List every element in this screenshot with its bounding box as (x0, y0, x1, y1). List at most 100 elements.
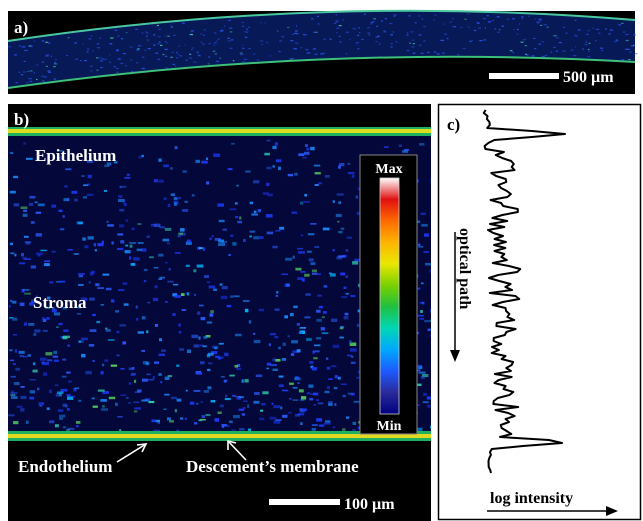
speckle (292, 387, 298, 389)
speckle (134, 407, 142, 410)
speckle (53, 66, 56, 68)
speckle (497, 31, 500, 33)
speckle (260, 409, 264, 412)
speckle (577, 29, 581, 31)
speckle (541, 41, 545, 43)
speckle (196, 403, 199, 405)
speckle (244, 379, 249, 383)
speckle (340, 227, 345, 230)
speckle (533, 37, 536, 40)
speckle (232, 394, 236, 397)
speckle (153, 429, 160, 433)
speckle (333, 23, 336, 25)
speckle (145, 361, 150, 366)
speckle (287, 173, 294, 177)
speckle (601, 49, 603, 51)
speckle (467, 26, 470, 28)
speckle (240, 54, 244, 56)
speckle (58, 209, 63, 212)
speckle (345, 249, 349, 252)
speckle (123, 303, 129, 306)
speckle (176, 398, 182, 402)
speckle (499, 29, 501, 31)
panel-a-speckles (8, 13, 638, 84)
speckle (126, 397, 129, 399)
speckle (133, 410, 138, 413)
speckle (337, 376, 341, 380)
speckle (242, 407, 246, 410)
speckle (44, 260, 51, 262)
speckle (170, 25, 172, 27)
speckle (266, 367, 269, 370)
speckle (266, 139, 271, 142)
speckle (118, 199, 125, 202)
speckle (336, 32, 338, 34)
speckle (311, 269, 317, 273)
speckle (201, 160, 208, 164)
speckle (20, 206, 28, 209)
speckle (301, 396, 307, 400)
speckle (33, 72, 35, 74)
speckle (392, 31, 394, 33)
speckle (331, 318, 338, 322)
speckle (101, 58, 105, 60)
speckle (31, 299, 36, 304)
speckle (294, 172, 298, 176)
speckle (222, 228, 227, 231)
speckle (339, 327, 344, 330)
speckle (375, 36, 379, 38)
speckle (71, 395, 76, 398)
speckle (99, 60, 103, 62)
speckle (292, 33, 294, 35)
speckle (29, 302, 35, 306)
speckle (269, 55, 271, 57)
speckle (467, 13, 470, 15)
speckle (199, 418, 206, 421)
speckle (110, 37, 114, 39)
speckle (330, 273, 336, 277)
speckle (94, 249, 97, 252)
speckle (79, 340, 82, 343)
speckle (221, 424, 228, 427)
speckle (142, 56, 145, 58)
speckle (75, 421, 81, 424)
speckle (421, 374, 429, 378)
speckle (135, 305, 138, 309)
speckle (258, 308, 264, 312)
speckle (210, 400, 216, 403)
speckle (270, 364, 277, 367)
speckle (62, 215, 65, 218)
speckle (137, 389, 142, 393)
speckle (297, 413, 305, 416)
speckle (377, 35, 380, 37)
speckle (60, 335, 65, 339)
speckle (588, 42, 591, 44)
speckle (76, 313, 82, 315)
speckle (252, 53, 256, 55)
speckle (384, 18, 387, 20)
speckle (179, 348, 185, 351)
speckle (55, 393, 59, 397)
speckle (141, 349, 145, 352)
speckle (14, 349, 18, 353)
speckle (273, 405, 281, 409)
speckle (237, 364, 241, 367)
speckle (96, 57, 99, 59)
speckle (411, 46, 415, 48)
speckle (212, 345, 219, 349)
speckle (434, 14, 437, 16)
speckle (599, 47, 604, 49)
speckle (326, 386, 330, 389)
speckle (80, 60, 82, 62)
speckle (213, 153, 221, 157)
speckle (598, 32, 601, 34)
speckle (137, 48, 140, 50)
speckle (313, 164, 321, 167)
speckle (25, 157, 33, 160)
speckle (367, 32, 371, 34)
speckle (40, 357, 47, 361)
speckle (269, 416, 277, 420)
speckle (245, 28, 249, 30)
speckle (206, 321, 213, 324)
speckle (163, 164, 169, 168)
